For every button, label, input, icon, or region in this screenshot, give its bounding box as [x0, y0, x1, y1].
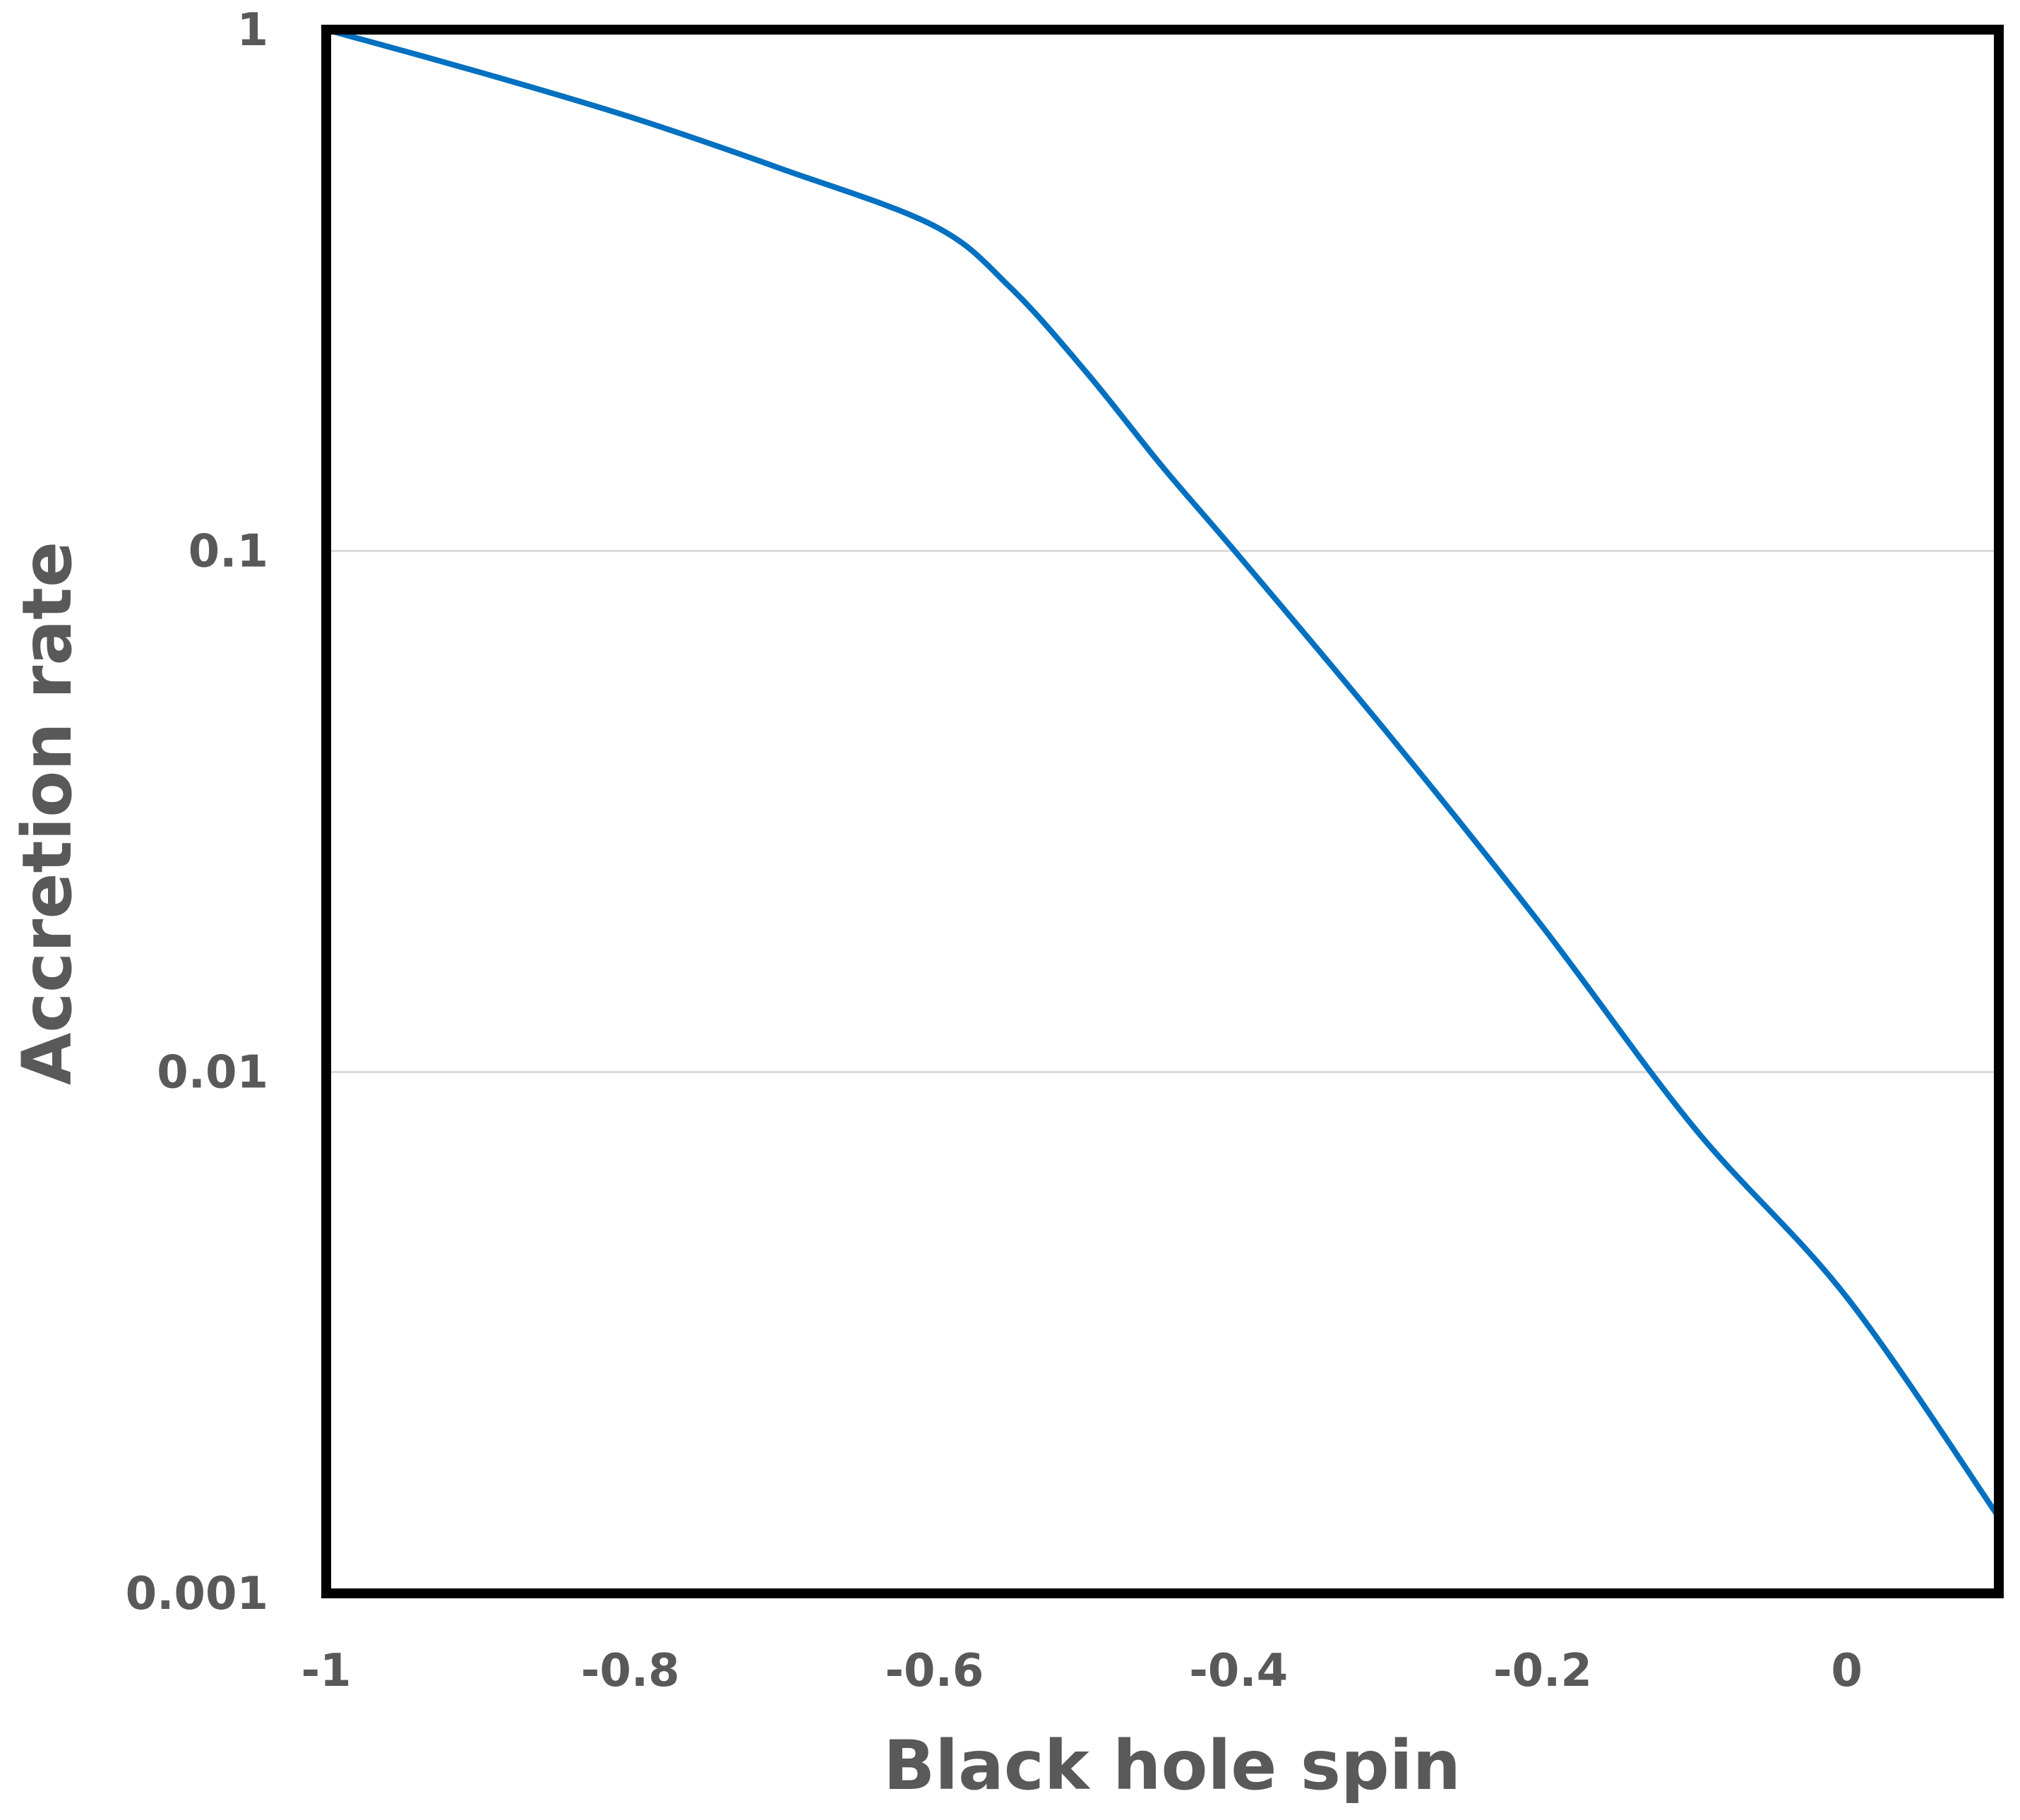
plot-frame	[321, 25, 2004, 1598]
x-tick-label: 0	[1831, 1645, 1863, 1697]
x-tick-label: -1	[301, 1645, 351, 1697]
x-tick-label: -0.6	[885, 1645, 984, 1697]
y-tick-label: 0.01	[157, 1047, 268, 1099]
x-tick-label: -0.2	[1493, 1645, 1592, 1697]
y-axis-title: Accretion rate	[8, 541, 87, 1085]
series-layer	[323, 27, 2002, 1521]
x-tick-label: -0.8	[581, 1645, 680, 1697]
y-axis-tick-labels: 1 0.1 0.01 0.001	[126, 4, 268, 1620]
x-axis-title: Black hole spin	[883, 1726, 1461, 1805]
y-tick-label: 1	[237, 4, 268, 56]
y-tick-label: 0.001	[126, 1568, 268, 1620]
y-tick-label: 0.1	[189, 525, 268, 577]
x-axis-tick-labels: -1 -0.8 -0.6 -0.4 -0.2 0	[301, 1645, 1862, 1697]
gridlines	[326, 549, 1999, 1074]
series-line	[323, 27, 2002, 1521]
x-tick-label: -0.4	[1189, 1645, 1288, 1697]
